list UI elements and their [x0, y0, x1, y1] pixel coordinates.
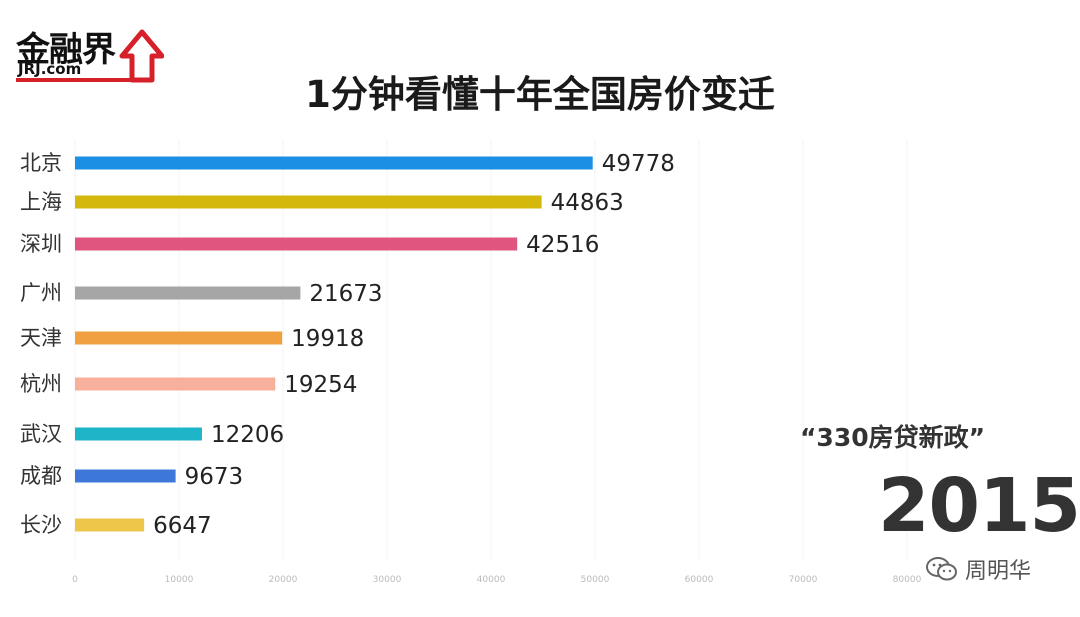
category-label-5: 杭州 — [20, 372, 62, 396]
category-label-8: 长沙 — [20, 513, 62, 537]
bar-1 — [75, 195, 542, 209]
category-label-0: 北京 — [20, 151, 62, 175]
category-label-1: 上海 — [20, 190, 62, 214]
value-label-6: 12206 — [211, 422, 284, 448]
bars — [75, 156, 593, 532]
value-label-1: 44863 — [551, 190, 624, 216]
bar-3 — [75, 286, 301, 300]
bar-0 — [75, 156, 593, 170]
jrj-logo: 金融界 JRJ.com — [14, 22, 164, 84]
value-label-3: 21673 — [309, 281, 382, 307]
tick-label-2: 20000 — [269, 575, 298, 585]
logo-text-en: JRJ.com — [18, 60, 82, 78]
grid-lines — [74, 140, 908, 560]
tick-label-4: 40000 — [477, 575, 506, 585]
wechat-watermark: 周明华 — [925, 553, 1031, 585]
policy-label: “330房贷新政” — [800, 423, 986, 452]
bar-6 — [75, 427, 202, 441]
bar-8 — [75, 518, 145, 532]
logo-arrow-icon — [16, 29, 164, 83]
year-label: 2015 — [878, 463, 1080, 549]
category-label-2: 深圳 — [20, 232, 62, 256]
category-label-7: 成都 — [20, 464, 62, 488]
bar-5 — [75, 377, 276, 391]
tick-label-6: 60000 — [685, 575, 714, 585]
tick-label-5: 50000 — [581, 575, 610, 585]
tick-label-1: 10000 — [165, 575, 194, 585]
tick-label-3: 30000 — [373, 575, 402, 585]
category-label-4: 天津 — [20, 326, 62, 350]
value-label-0: 49778 — [602, 151, 675, 177]
tick-label-8: 80000 — [893, 575, 922, 585]
bar-7 — [75, 469, 176, 483]
tick-labels: 0 10000 20000 30000 40000 50000 60000 70000 8000… — [72, 575, 921, 585]
value-label-5: 19254 — [284, 372, 357, 398]
chart-title: 1分钟看懂十年全国房价变迁 — [305, 73, 775, 116]
bar-2 — [75, 237, 518, 251]
tick-label-0: 0 — [72, 575, 78, 585]
bar-4 — [75, 331, 283, 345]
tick-label-7: 70000 — [789, 575, 818, 585]
category-label-3: 广州 — [20, 281, 62, 305]
value-label-2: 42516 — [526, 232, 599, 258]
category-label-6: 武汉 — [20, 422, 62, 446]
value-label-4: 19918 — [291, 326, 364, 352]
logo-text-cn: 金融界 — [16, 30, 116, 70]
wechat-icon — [926, 557, 957, 581]
watermark-text: 周明华 — [965, 559, 1032, 584]
value-label-7: 9673 — [185, 464, 244, 490]
value-label-8: 6647 — [153, 513, 212, 539]
